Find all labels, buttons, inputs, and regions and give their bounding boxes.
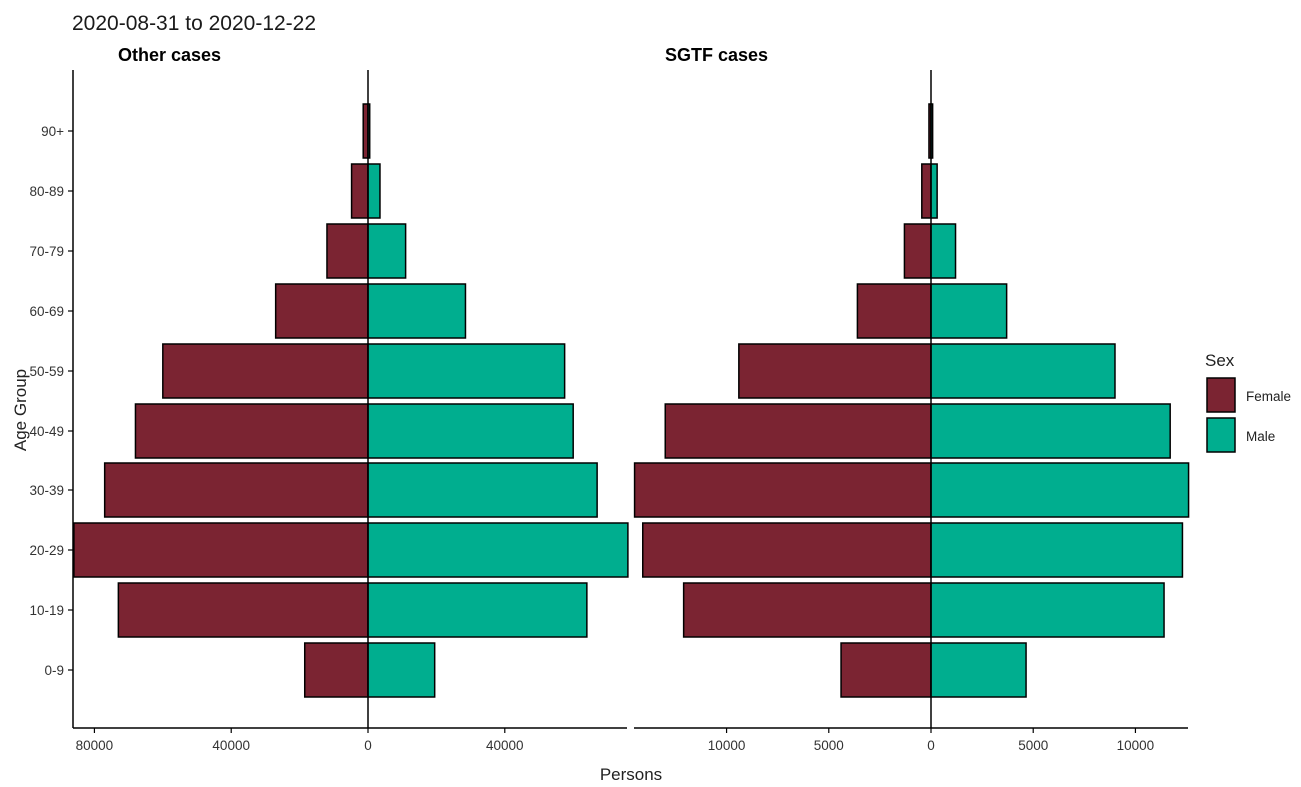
legend: Sex Female Male (1205, 351, 1291, 453)
bar-male-40-49 (930, 403, 1171, 459)
bar-female-50-59 (162, 343, 369, 399)
x-tick-label: 40000 (486, 738, 524, 753)
x-tick-label: 0 (364, 738, 372, 753)
legend-swatch-female (1206, 377, 1236, 413)
bar-female-80-89 (350, 163, 369, 219)
bar-female-10-19 (117, 582, 369, 638)
bar-male-70-79 (930, 223, 957, 279)
y-tick-label: 0-9 (44, 663, 64, 678)
x-tick-label: 10000 (1117, 738, 1155, 753)
panel-sgtf-cases: SGTF cases 10000 5000 0 5000 10000 (633, 45, 1190, 753)
legend-title: Sex (1205, 351, 1235, 370)
y-tick-label: 20-29 (29, 543, 64, 558)
y-tick-label: 10-19 (29, 603, 64, 618)
bar-male-10-19 (930, 582, 1165, 638)
bar-female-0-9 (840, 642, 932, 698)
panel-title-sgtf-cases: SGTF cases (665, 45, 768, 65)
y-tick-label: 90+ (41, 124, 64, 139)
y-tick-label: 70-79 (29, 244, 64, 259)
y-tick-label: 60-69 (29, 304, 64, 319)
bar-female-30-39 (633, 462, 932, 518)
bar-female-30-39 (103, 462, 369, 518)
bar-female-40-49 (134, 403, 369, 459)
y-axis-label: Age Group (11, 369, 30, 451)
x-tick-label: 5000 (1018, 738, 1048, 753)
bar-male-0-9 (930, 642, 1027, 698)
bar-female-70-79 (903, 223, 932, 279)
bar-male-0-9 (367, 642, 436, 698)
legend-label-male: Male (1246, 429, 1275, 444)
bar-male-40-49 (367, 403, 574, 459)
panel-other-cases: Other cases 80000 40000 0 40000 (73, 45, 629, 753)
bar-female-50-59 (738, 343, 932, 399)
bar-female-70-79 (326, 223, 369, 279)
y-tick-label: 50-59 (29, 364, 64, 379)
bar-male-70-79 (367, 223, 407, 279)
y-axis: 0-9 10-19 20-29 30-39 40-49 50-59 60-69 70-79 80… (29, 70, 74, 728)
bar-male-60-69 (367, 283, 467, 339)
bar-female-40-49 (664, 403, 932, 459)
legend-swatch-male (1206, 417, 1236, 453)
bar-male-30-39 (367, 462, 598, 518)
panel-title-other-cases: Other cases (118, 45, 221, 65)
x-tick-label: 0 (927, 738, 935, 753)
x-tick-label: 10000 (708, 738, 746, 753)
bar-male-10-19 (367, 582, 588, 638)
legend-label-female: Female (1246, 389, 1291, 404)
bar-female-20-29 (642, 522, 932, 578)
bar-male-50-59 (367, 343, 566, 399)
bar-female-20-29 (73, 522, 369, 578)
y-tick-label: 40-49 (29, 424, 64, 439)
chart-title: 2020-08-31 to 2020-12-22 (72, 12, 316, 35)
y-tick-label: 80-89 (29, 184, 64, 199)
x-tick-label: 40000 (212, 738, 250, 753)
bar-male-20-29 (367, 522, 629, 578)
bar-female-80-89 (921, 163, 932, 219)
bar-female-10-19 (682, 582, 932, 638)
x-tick-label: 5000 (814, 738, 844, 753)
bar-male-80-89 (930, 163, 938, 219)
bar-male-50-59 (930, 343, 1116, 399)
y-tick-label: 30-39 (29, 483, 64, 498)
bar-female-0-9 (303, 642, 369, 698)
bar-male-20-29 (930, 522, 1184, 578)
bar-male-80-89 (367, 163, 381, 219)
bar-male-30-39 (930, 462, 1190, 518)
bar-male-60-69 (930, 283, 1008, 339)
bar-female-60-69 (856, 283, 932, 339)
bar-female-60-69 (274, 283, 369, 339)
x-axis-label: Persons (600, 765, 662, 784)
x-tick-label: 80000 (76, 738, 114, 753)
